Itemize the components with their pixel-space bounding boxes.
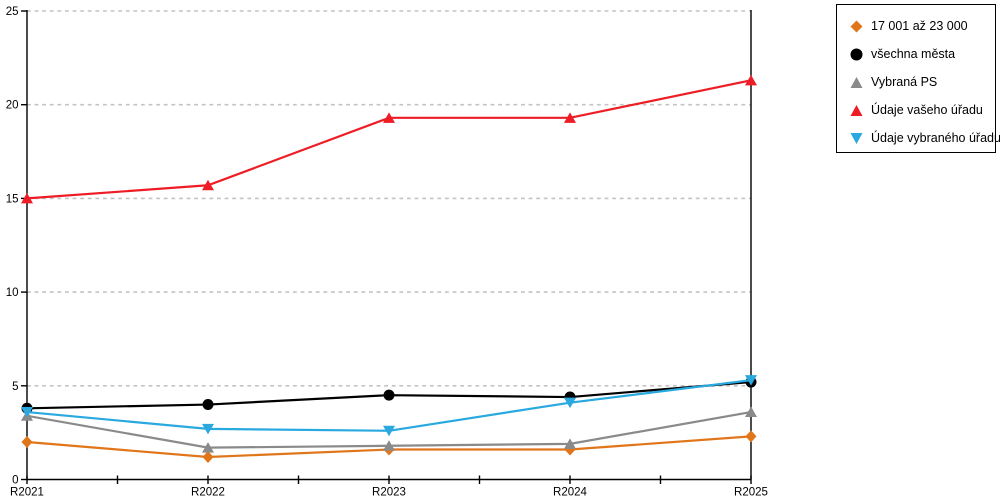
legend-item-udaje-vybraneho-uradu: Údaje vybraného úřadu [837, 124, 1000, 152]
legend-item-vsechna-mesta: všechna města [837, 40, 995, 68]
triangle-up-marker-icon [850, 104, 863, 117]
diamond-marker-icon [850, 20, 863, 33]
data-marker-3-R2025 [745, 74, 757, 86]
data-marker-0-R2022 [202, 451, 214, 464]
data-marker-3-R2022 [202, 179, 214, 191]
y-tick-label: 20 [6, 100, 19, 112]
x-tick-label: R2025 [734, 487, 768, 499]
data-marker-1-R2023 [383, 389, 395, 401]
data-marker-0-R2021 [21, 436, 33, 449]
legend-label: všechna města [871, 47, 956, 61]
x-tick-label: R2023 [372, 487, 406, 499]
legend-item-udaje-vaseho-uradu: Údaje vašeho úřadu [837, 96, 995, 124]
y-tick-label: 25 [6, 6, 19, 18]
data-marker-4-R2023 [383, 425, 395, 437]
data-marker-4-R2024 [564, 397, 576, 409]
y-tick-label: 15 [6, 193, 19, 205]
triangle-down-marker-icon [850, 132, 863, 145]
legend-item-vybrana-ps: Vybraná PS [837, 68, 995, 96]
legend-label: Údaje vašeho úřadu [871, 103, 983, 117]
data-marker-4-R2022 [202, 423, 214, 435]
data-marker-2-R2022 [202, 442, 214, 453]
data-marker-4-R2021 [21, 407, 33, 418]
data-marker-4-R2025 [745, 375, 757, 386]
data-marker-3-R2021 [21, 192, 33, 204]
data-marker-3-R2023 [383, 112, 395, 123]
x-tick-label: R2024 [553, 487, 587, 499]
data-marker-2-R2024 [564, 438, 576, 449]
y-tick-label: 10 [6, 287, 19, 299]
data-marker-2-R2023 [383, 440, 395, 451]
y-tick-label: 0 [12, 475, 18, 487]
circle-marker-icon [850, 48, 863, 61]
data-marker-0-R2025 [745, 430, 757, 443]
data-marker-1-R2022 [202, 399, 214, 411]
triangle-up-marker-icon [850, 76, 863, 89]
x-tick-label: R2021 [10, 487, 44, 499]
series-line-3 [26, 79, 752, 200]
x-tick-label: R2022 [191, 487, 225, 499]
data-marker-2-R2025 [745, 406, 757, 418]
data-marker-3-R2024 [564, 112, 576, 123]
legend-item-17001-az-23000: 17 001 až 23 000 [837, 12, 995, 40]
legend-label: Údaje vybraného úřadu [871, 131, 1000, 145]
legend: 17 001 až 23 000 všechna města Vybraná P… [836, 4, 1000, 153]
y-tick-label: 5 [12, 381, 18, 393]
legend-label: 17 001 až 23 000 [871, 19, 968, 33]
legend-label: Vybraná PS [871, 75, 938, 89]
